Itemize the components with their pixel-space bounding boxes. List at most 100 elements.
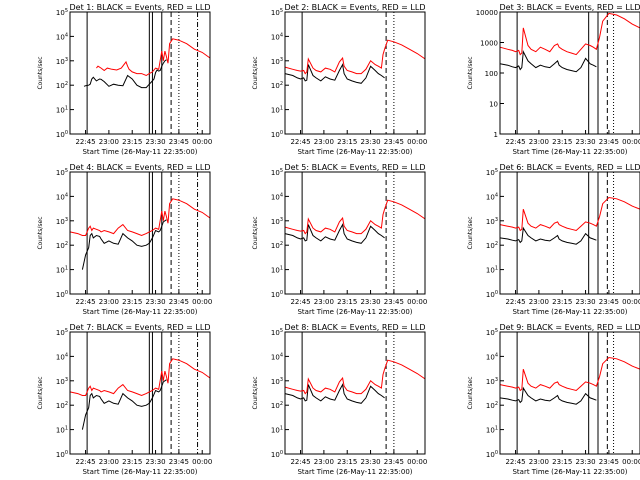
x-axis-label: Start Time (26-May-11 22:35:00): [82, 468, 197, 476]
y-axis-label: Counts/sec: [467, 56, 474, 89]
x-tick-label: 22:45: [290, 138, 310, 146]
series-line-red: [284, 199, 426, 235]
panel-title: Det 8: BLACK = Events, RED = LLD: [285, 323, 426, 332]
series-line-red: [499, 196, 640, 232]
y-tick-label: 105: [271, 8, 283, 17]
detector-panel-6: Det 6: BLACK = Events, RED = LLD 22:45 23:…: [467, 163, 640, 316]
y-tick-label: 100: [56, 450, 68, 459]
panel-title: Det 7: BLACK = Events, RED = LLD: [70, 323, 211, 332]
y-tick-label: 100: [486, 450, 498, 459]
x-tick-label: 22:45: [75, 298, 95, 306]
y-axis-label: Counts/sec: [37, 216, 44, 249]
y-tick-label: 104: [56, 192, 68, 201]
x-tick-label: 00:00: [622, 138, 640, 146]
x-tick-label: 00:00: [192, 458, 212, 466]
x-tick-label: 00:00: [407, 298, 427, 306]
y-tick-label: 102: [271, 81, 283, 90]
y-tick-label: 104: [271, 352, 283, 361]
x-axis-label: Start Time (26-May-11 22:35:00): [82, 308, 197, 316]
y-axis-label: Counts/sec: [37, 56, 44, 89]
y-tick-label: 105: [271, 168, 283, 177]
x-tick-label: 23:00: [99, 458, 119, 466]
detector-panel-2: Det 2: BLACK = Events, RED = LLD 22:45 23:…: [252, 3, 427, 156]
x-tick-label: 22:45: [505, 458, 525, 466]
x-tick-label: 23:15: [552, 458, 572, 466]
x-tick-label: 23:30: [145, 138, 165, 146]
y-axis-label: Counts/sec: [467, 376, 474, 409]
y-tick-label: 105: [56, 168, 68, 177]
plot-frame: [69, 171, 211, 295]
y-tick-label: 102: [486, 241, 498, 250]
series-line-black: [83, 59, 167, 89]
x-tick-label: 23:30: [360, 298, 380, 306]
y-axis-label: Counts/sec: [252, 376, 259, 409]
x-tick-label: 23:30: [145, 298, 165, 306]
series-line-red: [284, 39, 426, 75]
series-line-black: [499, 226, 597, 245]
x-tick-label: 22:45: [505, 298, 525, 306]
x-tick-label: 22:45: [290, 458, 310, 466]
x-tick-label: 22:45: [75, 138, 95, 146]
y-tick-label: 100: [486, 290, 498, 299]
y-tick-label: 100: [56, 130, 68, 139]
x-tick-label: 00:00: [622, 298, 640, 306]
x-tick-label: 23:00: [314, 298, 334, 306]
y-tick-label: 103: [271, 217, 283, 226]
series-line-red: [96, 38, 211, 77]
x-tick-label: 23:45: [169, 458, 189, 466]
x-tick-label: 23:30: [575, 458, 595, 466]
x-tick-label: 23:00: [99, 298, 119, 306]
x-tick-label: 23:15: [122, 298, 142, 306]
y-tick-label: 101: [56, 106, 68, 115]
panel-title: Det 3: BLACK = Events, RED = LLD: [500, 3, 640, 12]
x-tick-label: 00:00: [407, 138, 427, 146]
x-tick-label: 00:00: [192, 298, 212, 306]
series-line-black: [284, 383, 385, 404]
y-tick-label: 101: [271, 426, 283, 435]
y-tick-label: 102: [271, 401, 283, 410]
detector-panel-4: Det 4: BLACK = Events, RED = LLD 22:45 23:…: [37, 163, 212, 316]
series-line-red: [284, 359, 426, 395]
y-tick-label: 101: [56, 266, 68, 275]
series-line-black: [284, 63, 385, 84]
panel-title: Det 9: BLACK = Events, RED = LLD: [500, 323, 640, 332]
y-tick-label: 101: [271, 106, 283, 115]
x-tick-label: 23:00: [99, 138, 119, 146]
y-axis-label: Counts/sec: [37, 376, 44, 409]
x-tick-label: 23:45: [169, 138, 189, 146]
y-axis-label: Counts/sec: [252, 56, 259, 89]
plot-frame: [69, 331, 211, 455]
x-tick-label: 22:45: [75, 458, 95, 466]
y-tick-label: 105: [486, 168, 498, 177]
y-tick-label: 103: [56, 57, 68, 66]
x-tick-label: 22:45: [505, 138, 525, 146]
y-tick-label: 100: [271, 130, 283, 139]
x-tick-label: 23:45: [599, 298, 619, 306]
detector-panel-9: Det 9: BLACK = Events, RED = LLD 22:45 23:…: [467, 323, 640, 476]
y-tick-label: 104: [56, 32, 68, 41]
x-tick-label: 00:00: [192, 138, 212, 146]
y-tick-label: 101: [56, 426, 68, 435]
y-tick-label: 101: [271, 266, 283, 275]
y-tick-label: 100: [271, 450, 283, 459]
series-line-black: [499, 49, 597, 73]
series-line-black: [499, 386, 597, 405]
x-axis-label: Start Time (26-May-11 22:35:00): [82, 148, 197, 156]
series-line-red: [69, 358, 211, 397]
series-line-red: [69, 198, 211, 237]
x-tick-label: 00:00: [622, 458, 640, 466]
y-tick-label: 1000: [480, 40, 498, 48]
y-tick-label: 104: [271, 192, 283, 201]
panel-title: Det 2: BLACK = Events, RED = LLD: [285, 3, 426, 12]
plot-frame: [284, 171, 426, 295]
y-tick-label: 103: [56, 377, 68, 386]
y-tick-label: 1: [494, 131, 498, 139]
y-tick-label: 102: [56, 81, 68, 90]
series-line-black: [284, 223, 385, 244]
x-axis-label: Start Time (26-May-11 22:35:00): [512, 308, 627, 316]
x-tick-label: 23:15: [337, 138, 357, 146]
x-tick-label: 23:45: [384, 298, 404, 306]
x-tick-label: 23:15: [337, 458, 357, 466]
y-tick-label: 104: [486, 352, 498, 361]
x-tick-label: 23:15: [552, 138, 572, 146]
